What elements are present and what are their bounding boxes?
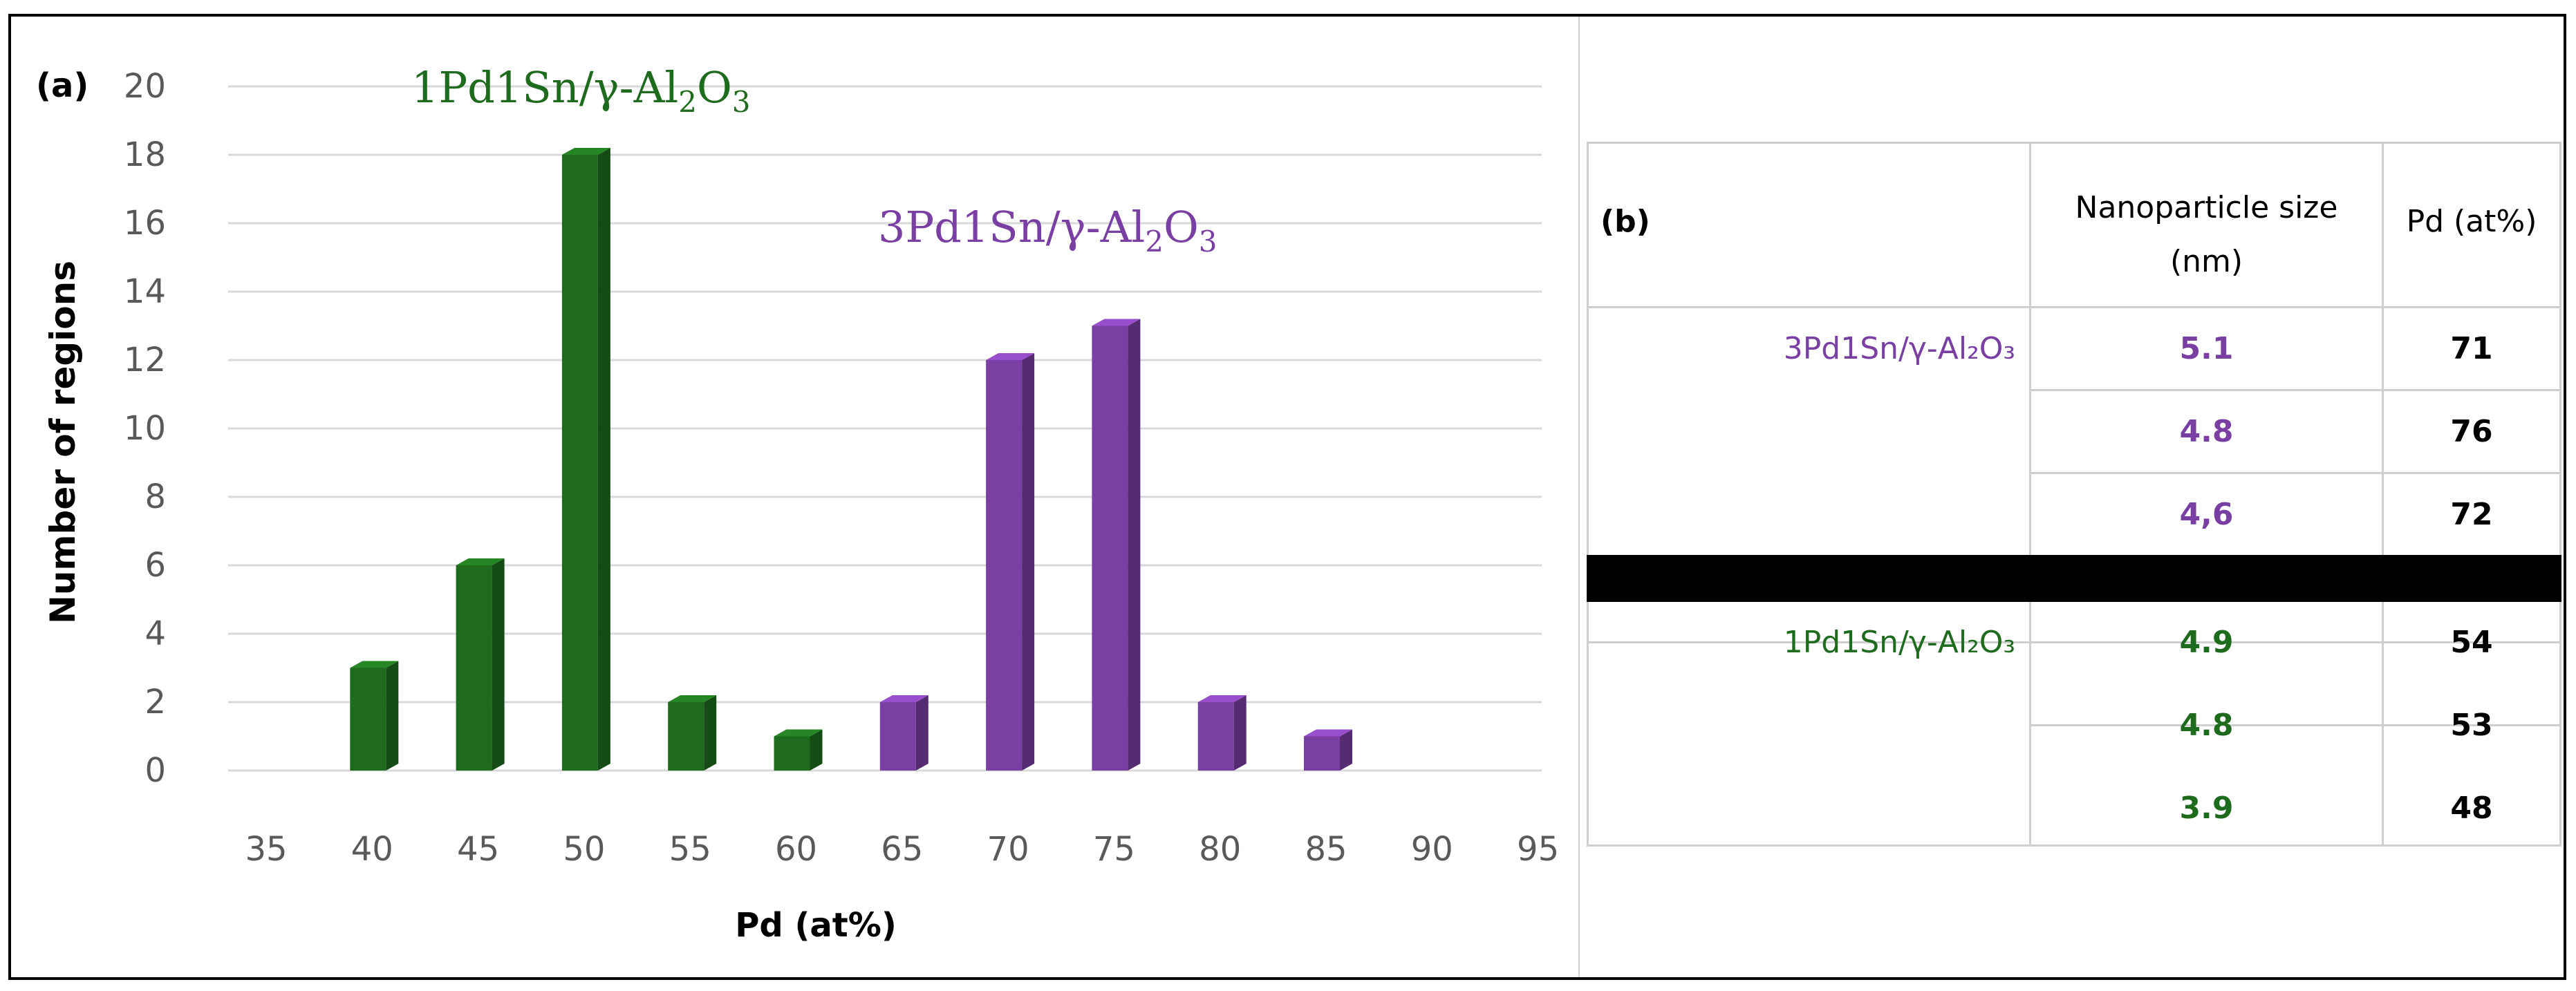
- x-tick-label: 40: [351, 830, 393, 869]
- panel-a-label: (a): [36, 66, 88, 105]
- group-separator-bar: [1587, 555, 2561, 602]
- table-col-rule: [2382, 142, 2384, 847]
- x-tick-label: 55: [669, 830, 711, 869]
- x-tick-label: 45: [457, 830, 499, 869]
- y-tick-label: 4: [144, 614, 166, 653]
- bar: [561, 148, 610, 771]
- pd-cell: 72: [2450, 497, 2493, 532]
- x-tick-label: 95: [1517, 830, 1559, 869]
- x-tick-label: 50: [563, 830, 605, 869]
- x-tick-labels: 35 40 45 50 55 60 65 70 75 80 85 90 95: [245, 830, 1559, 869]
- y-tick-label: 0: [144, 751, 166, 790]
- y-tick-label: 8: [144, 478, 166, 516]
- pd-cell: 71: [2450, 331, 2493, 366]
- x-tick-label: 80: [1199, 830, 1241, 869]
- panel-b-label: (b): [1600, 203, 1650, 239]
- table-rule: [2029, 389, 2561, 391]
- table-rule: [2029, 724, 2561, 726]
- pd-cell: 76: [2450, 414, 2493, 449]
- x-tick-label: 35: [245, 830, 287, 869]
- bar: [456, 558, 505, 771]
- header-size-line2: (nm): [2169, 244, 2243, 279]
- y-tick-label: 6: [144, 546, 166, 585]
- y-tick-labels: 0 2 4 6 8 10 12 14 16 18 20: [124, 67, 166, 790]
- panel-divider: [1578, 17, 1580, 977]
- annotation-1pd1sn: 1Pd1Sn/γ-Al2O3: [411, 62, 751, 119]
- bar: [1304, 729, 1352, 771]
- y-tick-label: 14: [124, 272, 166, 311]
- size-cell: 5.1: [2179, 331, 2234, 366]
- y-tick-label: 10: [124, 409, 166, 448]
- table-border-top: [1587, 142, 2561, 144]
- y-axis-label: Number of regions: [43, 261, 83, 624]
- x-tick-label: 65: [881, 830, 923, 869]
- x-tick-label: 60: [775, 830, 817, 869]
- annotation-3pd1sn: 3Pd1Sn/γ-Al2O3: [878, 202, 1217, 258]
- header-size-line1: Nanoparticle size: [2075, 190, 2338, 225]
- group-name-3pd1sn: 3Pd1Sn/γ-Al₂O₃: [1783, 331, 2015, 366]
- y-tick-label: 16: [124, 204, 166, 243]
- pd-cell: 53: [2450, 708, 2493, 743]
- bar: [879, 695, 928, 771]
- size-cell: 4.8: [2179, 414, 2234, 449]
- table-col-rule: [2029, 142, 2031, 847]
- x-tick-label: 75: [1093, 830, 1135, 869]
- x-tick-label: 85: [1305, 830, 1347, 869]
- x-tick-label: 90: [1411, 830, 1453, 869]
- bar: [986, 353, 1035, 771]
- data-table: (b) Nanoparticle size (nm) Pd (at%) 3Pd1…: [1587, 142, 2561, 847]
- series-annotations: 1Pd1Sn/γ-Al2O3 3Pd1Sn/γ-Al2O3: [411, 62, 1217, 258]
- gridlines: [228, 85, 1542, 772]
- bar: [350, 661, 399, 771]
- table-rule: [2029, 472, 2561, 474]
- header-nanoparticle-size: Nanoparticle size (nm): [2031, 169, 2382, 301]
- table-border-left: [1587, 142, 1589, 847]
- table-rule: [1587, 641, 2561, 643]
- size-cell: 4,6: [2179, 497, 2234, 532]
- size-cell: 4.8: [2179, 708, 2234, 743]
- bars: [350, 148, 1352, 771]
- bar: [668, 695, 717, 771]
- x-axis-label: Pd (at%): [735, 906, 897, 945]
- table-border-right: [2559, 142, 2561, 847]
- size-cell: 3.9: [2179, 791, 2234, 826]
- y-tick-label: 20: [124, 67, 166, 106]
- x-tick-label: 70: [987, 830, 1029, 869]
- group-name-1pd1sn: 1Pd1Sn/γ-Al₂O₃: [1783, 625, 2015, 660]
- table-rule: [1587, 306, 2561, 308]
- table-border-bottom: [1587, 844, 2561, 847]
- bar: [1197, 695, 1247, 771]
- y-tick-label: 2: [144, 683, 166, 721]
- y-tick-label: 12: [124, 341, 166, 379]
- bar: [1092, 319, 1141, 771]
- header-pd: Pd (at%): [2406, 203, 2537, 239]
- y-tick-label: 18: [124, 135, 166, 174]
- size-cell: 4.9: [2179, 625, 2234, 660]
- bar: [774, 729, 823, 771]
- pd-cell: 54: [2450, 625, 2493, 660]
- pd-cell: 48: [2450, 791, 2493, 826]
- bar-chart: (a) 0 2 4 6 8 10 12 14 16 18 20 35 40 45 50 55 60 65 70 75…: [36, 62, 1559, 945]
